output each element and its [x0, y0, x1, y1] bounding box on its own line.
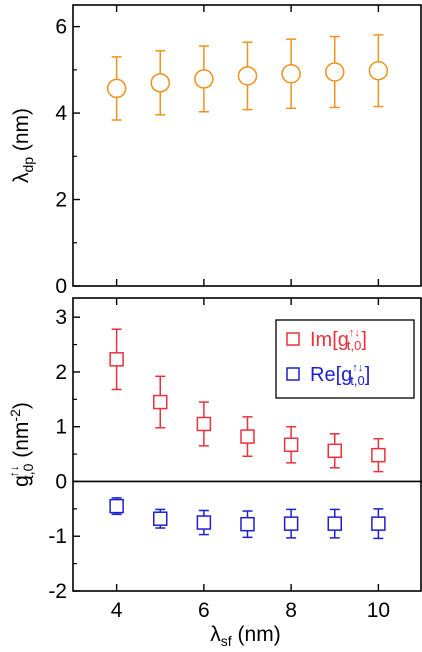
data-point [325, 62, 345, 82]
y-tick-label: 2 [55, 189, 67, 212]
data-point [196, 515, 212, 530]
x-tick-label: 6 [198, 599, 210, 622]
legend-label: Im[g↑↓ t,0] [310, 327, 367, 353]
data-point [371, 516, 386, 531]
plot-frame [72, 297, 422, 592]
y-tick-label: 6 [55, 16, 67, 39]
y-axis-label: g↑↓t,0 (nm-2) [7, 402, 36, 487]
data-point [368, 60, 389, 81]
data-point [109, 352, 124, 367]
y-tick-label: 0 [55, 275, 67, 298]
legend-marker [286, 332, 300, 346]
data-point [283, 437, 299, 453]
series-1 [109, 497, 386, 540]
x-axis-label: λsf (nm) [210, 623, 280, 649]
x-tick-label: 8 [285, 599, 297, 622]
data-point [153, 394, 168, 410]
x-tick-label: 10 [367, 599, 390, 622]
x-tick-label: 4 [111, 599, 123, 622]
y-tick-label: 0 [55, 470, 67, 493]
data-point [240, 516, 255, 532]
y-tick-label: -1 [48, 525, 67, 548]
data-point [371, 447, 386, 463]
data-point [240, 429, 255, 444]
legend: Im[g↑↓ t,0] Re[g↑↓ t,0] [275, 319, 415, 399]
legend-label: Re[g↑↓ t,0] [310, 362, 370, 388]
legend-marker [286, 367, 300, 381]
data-point [109, 498, 124, 514]
y-tick-label: 4 [55, 102, 67, 125]
data-point [327, 443, 342, 459]
data-point [281, 63, 301, 84]
data-point [237, 66, 258, 86]
data-point [196, 416, 212, 432]
data-point [194, 69, 214, 89]
data-point [150, 73, 170, 93]
data-point [327, 516, 342, 531]
data-point [106, 78, 127, 99]
data-point [283, 516, 299, 531]
g-t0-panel: 4 6 8 10 -2 -1 0 1 2 3 g↑↓t,0 (nm-2) λsf (nm) Im[g↑↓… [7, 297, 422, 649]
data-point [153, 511, 168, 526]
y-tick-label: -2 [48, 580, 67, 603]
y-axis-label: λdp (nm) [10, 108, 36, 183]
y-tick-label: 3 [55, 306, 67, 329]
y-tick-label: 2 [55, 361, 67, 384]
y-tick-label: 1 [55, 416, 67, 439]
plot-frame [72, 4, 422, 287]
series-0 [106, 34, 389, 121]
lambda-dp-panel: 0 2 4 6 λdp (nm) [10, 4, 422, 298]
series-0 [109, 328, 386, 473]
